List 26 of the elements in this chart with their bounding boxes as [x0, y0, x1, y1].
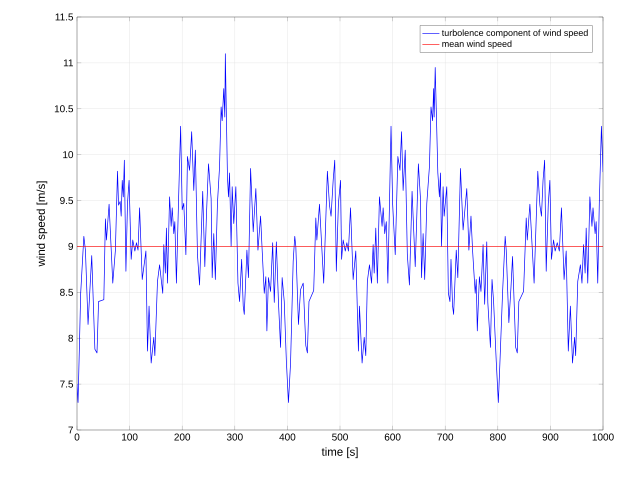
y-tick-label: 7.5 [60, 380, 74, 388]
x-tick-label: 800 [490, 434, 506, 441]
y-tick-label: 7 [68, 426, 73, 434]
x-tick-label: 1000 [592, 434, 614, 441]
y-tick-label: 9.5 [60, 197, 74, 204]
y-tick-label: 10.5 [54, 105, 74, 112]
x-tick-label: 900 [542, 434, 558, 441]
y-tick-label: 10 [63, 151, 74, 158]
x-tick-label: 600 [384, 434, 401, 441]
x-tick-label: 500 [332, 434, 348, 441]
x-tick-label: 700 [437, 434, 454, 441]
y-tick-label: 8 [68, 334, 74, 342]
line-series [77, 53, 604, 403]
x-tick-label: 200 [174, 434, 190, 441]
y-tick-label: 9 [68, 242, 74, 250]
legend-label: turbolence component of wind speed [442, 29, 588, 38]
x-axis-title: time [s] [322, 447, 358, 458]
y-axis-title: wind speed [m/s] [36, 181, 48, 266]
y-tick-label: 11 [64, 59, 73, 66]
x-tick-label: 100 [122, 434, 138, 441]
x-tick-label: 0 [74, 434, 80, 441]
y-tick-label: 8.5 [60, 288, 74, 296]
x-tick-label: 300 [226, 434, 243, 441]
legend-label: mean wind speed [442, 40, 512, 49]
x-tick-label: 400 [279, 434, 296, 441]
y-tick-label: 11.5 [56, 14, 74, 20]
